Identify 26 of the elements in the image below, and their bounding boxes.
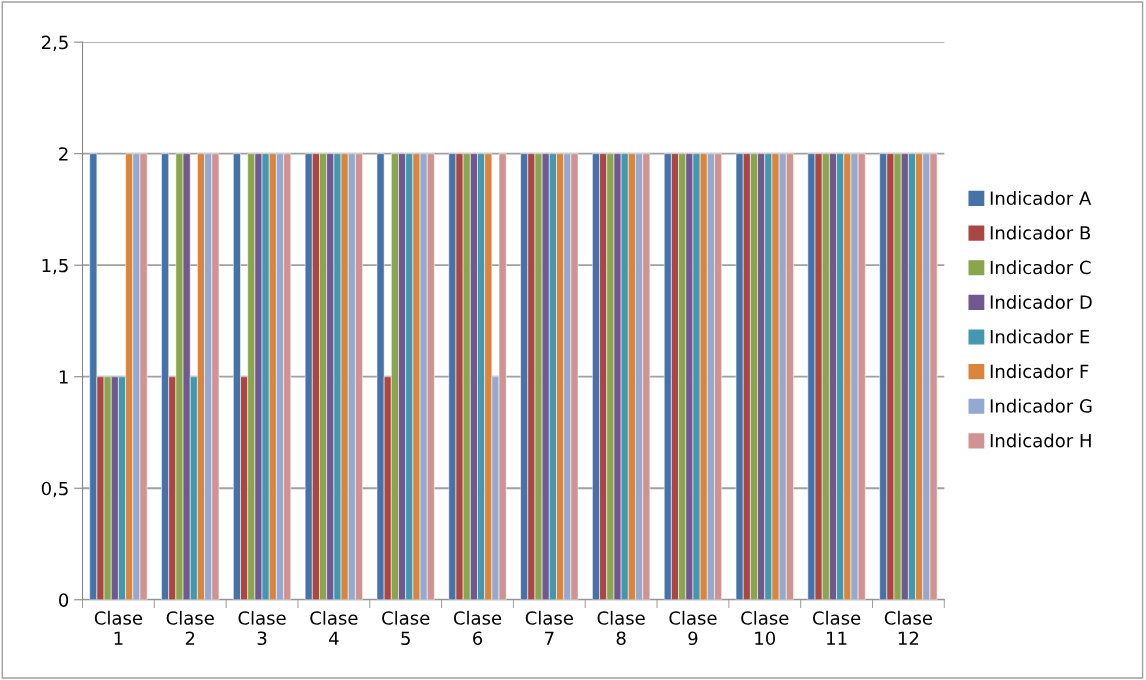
y-tick-label: 1 [59,370,68,384]
y-tick-label: 0 [59,593,69,607]
x-tick-label: Clase 3 [238,610,286,646]
x-tick-label: Clase 9 [669,610,717,646]
x-tick-label: Clase 8 [597,610,645,646]
x-tick-label: Clase 6 [453,610,502,646]
y-tick-label: 0,5 [41,481,68,498]
legend-label: Indicador C [990,260,1091,275]
x-tick-label: Clase 10 [741,610,789,646]
legend-label: Indicador A [990,191,1092,205]
legend-label: Indicador D [990,294,1092,309]
x-tick-label: Clase 2 [166,610,214,645]
x-tick-label: Clase 7 [525,610,573,645]
x-tick-label: Clase 4 [310,610,358,645]
x-tick-label: Clase 11 [812,610,861,645]
y-tick-label: 1,5 [42,258,68,275]
x-tick-label: Clase 12 [884,610,933,645]
legend-label: Indicador E [990,329,1090,344]
x-tick-label: Clase 1 [94,610,143,645]
x-tick-label: Clase 5 [382,610,430,646]
legend-label: Indicador F [990,364,1089,379]
y-tick-label: 2,5 [41,35,68,52]
y-tick-label: 2 [59,147,68,161]
legend-label: Indicador H [990,433,1091,448]
legend-label: Indicador G [990,398,1092,413]
legend-label: Indicador B [990,225,1091,240]
